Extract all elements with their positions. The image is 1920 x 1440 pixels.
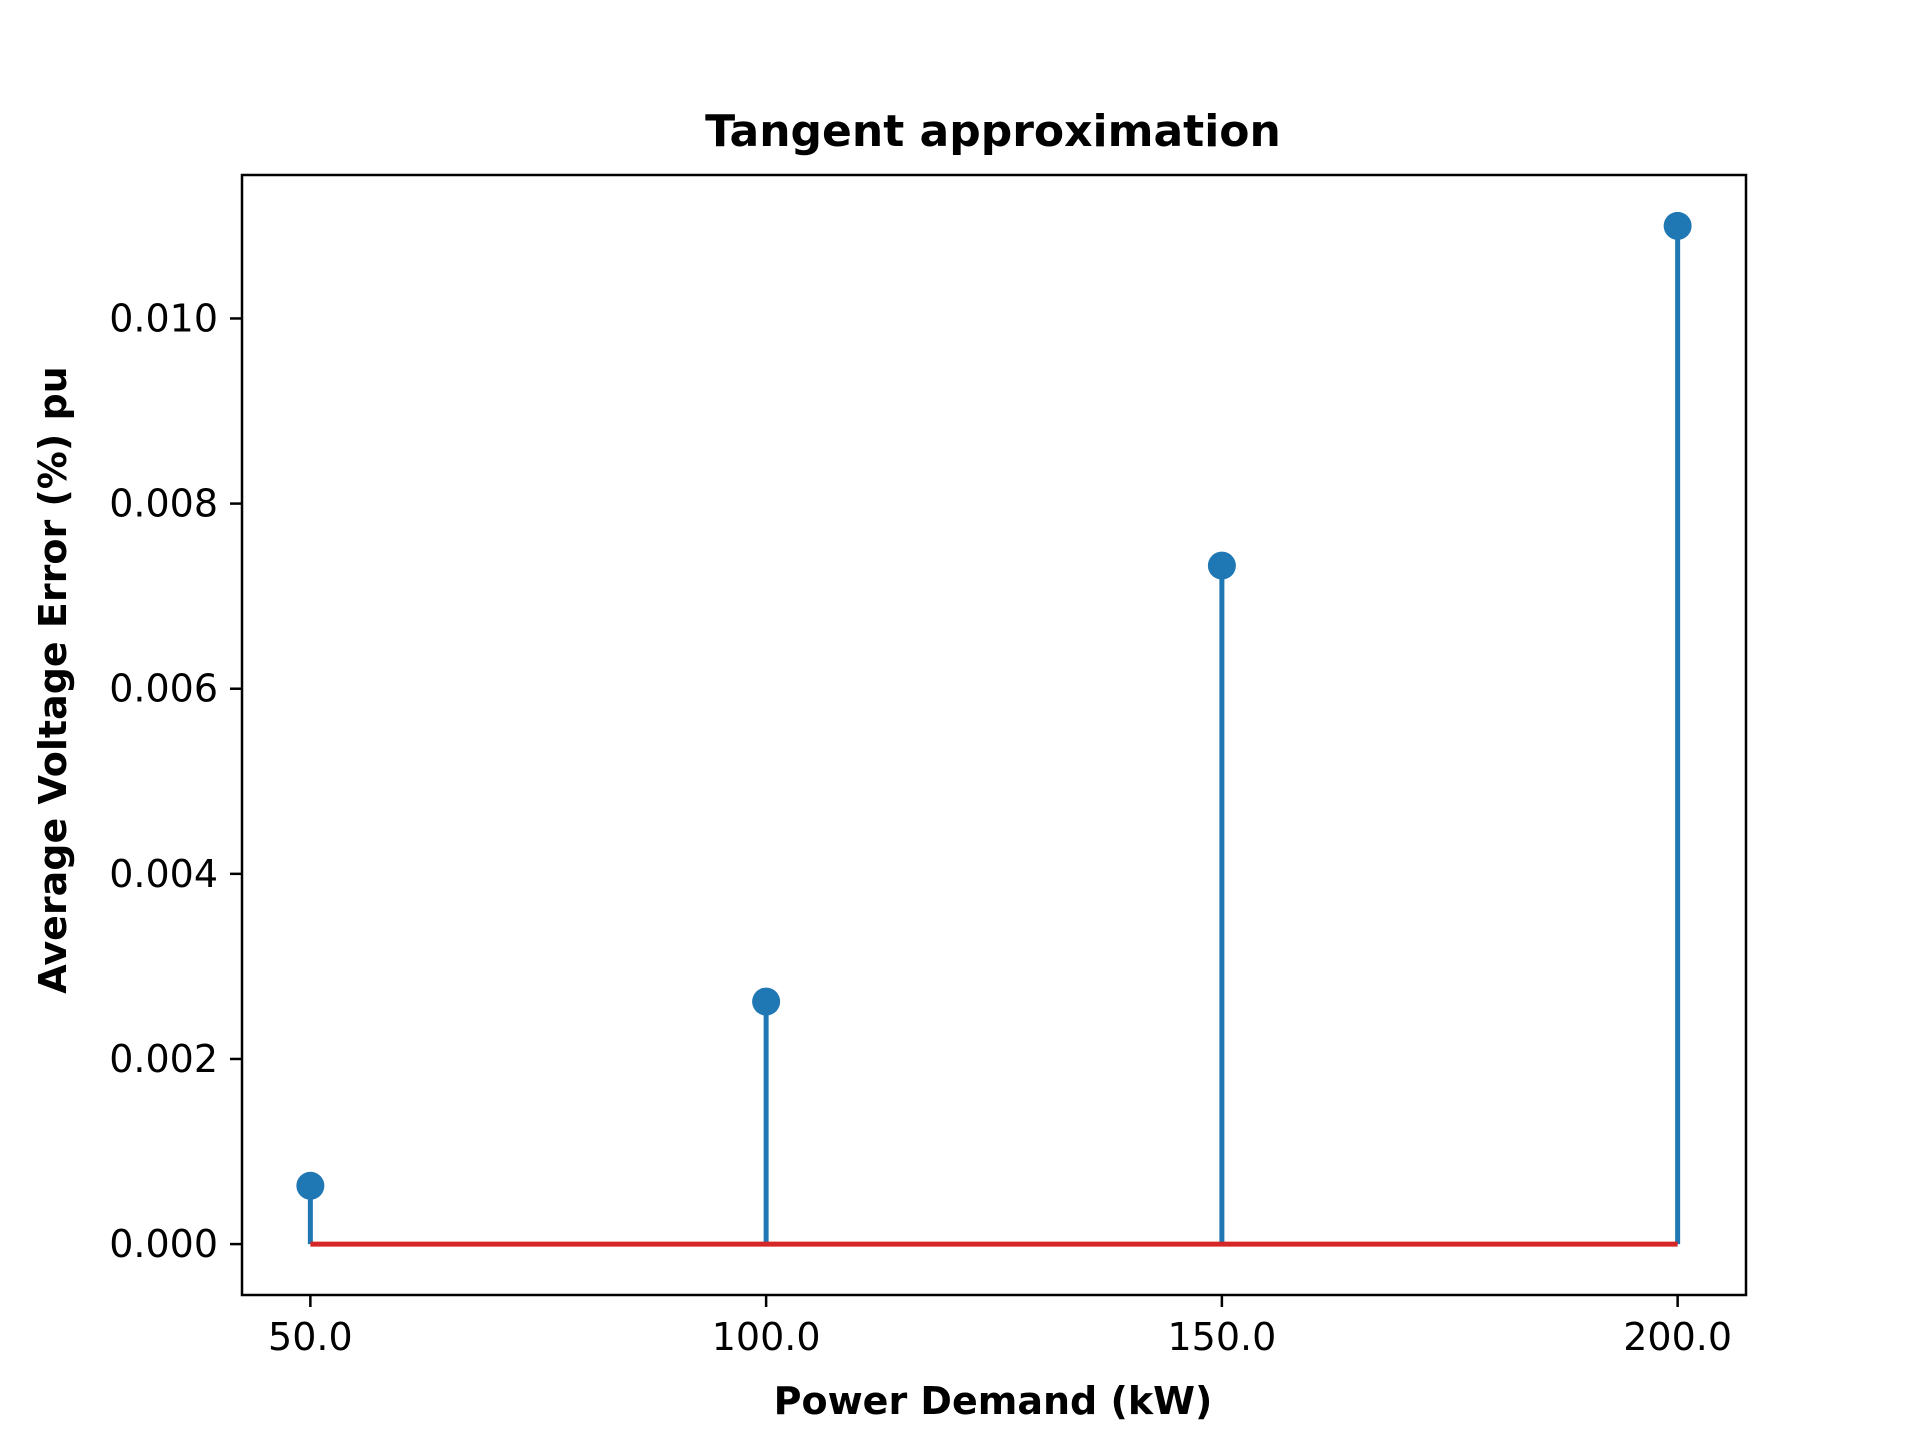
axes-frame: [240, 173, 1748, 1297]
y-tick-label: 0.000: [109, 1222, 218, 1266]
stem-marker: [752, 987, 781, 1016]
x-tick-label: 200.0: [1623, 1315, 1732, 1359]
x-axis: 50.0 100.0 150.0 200.0: [268, 1295, 1732, 1359]
x-tick-label: 100.0: [712, 1315, 821, 1359]
y-tick-label: 0.006: [109, 667, 218, 711]
y-tick-label: 0.008: [109, 482, 218, 526]
stem-marker: [296, 1171, 325, 1200]
y-axis: 0.000 0.002 0.004 0.006 0.008 0.010: [109, 296, 242, 1266]
plot-area: [296, 211, 1692, 1247]
y-axis-label: Average Voltage Error (%) pu: [31, 366, 75, 993]
x-tick-label: 150.0: [1167, 1315, 1276, 1359]
y-tick-label: 0.010: [109, 296, 218, 340]
y-tick-label: 0.004: [109, 852, 218, 896]
x-axis-label: Power Demand (kW): [774, 1379, 1213, 1423]
x-tick-label: 50.0: [268, 1315, 353, 1359]
stem-marker: [1207, 551, 1236, 580]
stem-marker: [1663, 211, 1692, 240]
y-tick-label: 0.002: [109, 1037, 218, 1081]
chart-title: Tangent approximation: [705, 106, 1281, 157]
